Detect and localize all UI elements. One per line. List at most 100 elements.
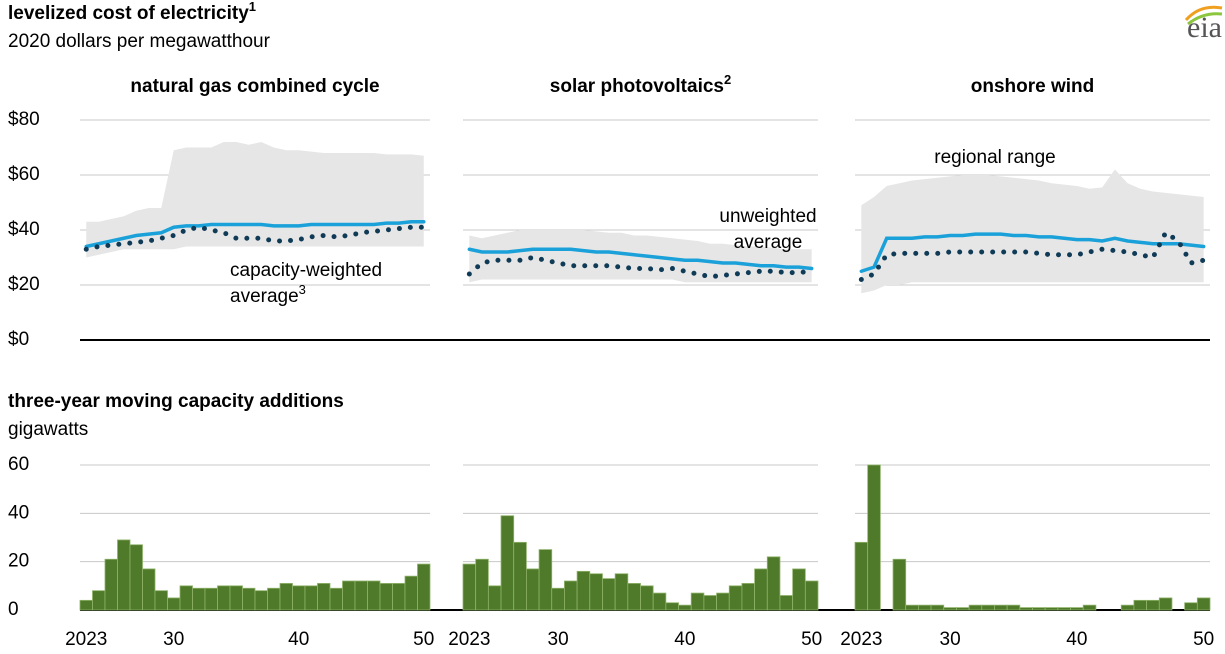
y-tick-label: $0 bbox=[8, 329, 29, 350]
bar bbox=[192, 587, 206, 611]
weighted-line bbox=[858, 229, 1207, 282]
bar bbox=[217, 585, 231, 611]
bar bbox=[854, 541, 869, 611]
bar bbox=[1184, 602, 1198, 611]
y-tick-label: 20 bbox=[8, 551, 29, 572]
range-band bbox=[861, 169, 1204, 294]
bar bbox=[104, 558, 118, 611]
bar bbox=[129, 544, 143, 611]
chart-title: levelized cost of electricity1 bbox=[8, 0, 256, 24]
bar bbox=[304, 585, 318, 611]
annotation-text: average bbox=[734, 232, 803, 253]
weighted-line bbox=[466, 254, 815, 280]
x-tick-label: 2023 bbox=[65, 629, 107, 650]
bar bbox=[142, 568, 156, 611]
bar bbox=[1196, 597, 1211, 611]
y-tick-label: $80 bbox=[8, 109, 40, 130]
y-tick-label: 0 bbox=[8, 599, 19, 620]
bar bbox=[956, 607, 970, 611]
bar bbox=[678, 604, 692, 611]
bar bbox=[462, 563, 477, 611]
x-tick-label: 50 bbox=[801, 629, 822, 650]
y-tick-label: 40 bbox=[8, 502, 29, 523]
bar bbox=[652, 592, 667, 611]
bar bbox=[766, 556, 781, 611]
bar bbox=[968, 604, 983, 611]
weighted-line bbox=[83, 224, 427, 252]
y-tick-label: $20 bbox=[8, 274, 40, 295]
bar bbox=[589, 573, 603, 611]
bar bbox=[892, 558, 907, 611]
average-line bbox=[84, 220, 426, 249]
bar bbox=[930, 604, 945, 611]
annotation-text: regional range bbox=[934, 147, 1055, 168]
bar bbox=[538, 549, 553, 611]
bar bbox=[728, 585, 743, 611]
bar bbox=[1120, 604, 1135, 611]
x-tick-label: 40 bbox=[1066, 629, 1087, 650]
bar bbox=[754, 568, 768, 611]
bar bbox=[994, 604, 1008, 611]
annotation: unweighted bbox=[719, 206, 816, 227]
bar bbox=[1006, 604, 1021, 611]
bar bbox=[576, 570, 591, 611]
bar bbox=[513, 541, 527, 611]
panel-title-text: solar photovoltaics bbox=[550, 76, 724, 97]
y-tick-label: $60 bbox=[8, 164, 40, 185]
section-title: three-year moving capacity additions bbox=[8, 391, 344, 412]
panel-title: natural gas combined cycle bbox=[130, 76, 379, 97]
panel-title: solar photovoltaics2 bbox=[550, 72, 731, 97]
bar bbox=[665, 602, 679, 611]
bar bbox=[867, 464, 881, 611]
x-tick-label: 30 bbox=[163, 629, 184, 650]
bar bbox=[342, 580, 356, 611]
bar bbox=[703, 595, 717, 611]
bar bbox=[525, 568, 540, 611]
x-tick-label: 30 bbox=[548, 629, 569, 650]
footnote-mark: 2 bbox=[724, 72, 731, 87]
bar bbox=[354, 580, 368, 611]
subtitle: 2020 dollars per megawatthour bbox=[8, 31, 271, 52]
panel-title-text: natural gas combined cycle bbox=[130, 76, 379, 97]
y-tick-label: $40 bbox=[8, 219, 40, 240]
bar bbox=[1146, 599, 1160, 611]
x-tick-label: 40 bbox=[288, 629, 309, 650]
bar bbox=[1057, 607, 1071, 611]
bar bbox=[267, 587, 281, 611]
annotation: average3 bbox=[230, 282, 306, 307]
bar bbox=[167, 597, 181, 611]
x-tick-label: 50 bbox=[1193, 629, 1214, 650]
bar bbox=[392, 583, 406, 611]
annotation-text: average bbox=[230, 286, 299, 307]
bar bbox=[1133, 599, 1148, 611]
bar bbox=[1032, 607, 1046, 611]
section-subtitle: gigawatts bbox=[8, 419, 88, 440]
annotation: capacity-weighted bbox=[230, 260, 382, 281]
bar bbox=[564, 580, 578, 611]
footnote-mark: 1 bbox=[249, 0, 256, 14]
bar bbox=[690, 592, 705, 611]
bar bbox=[404, 575, 418, 611]
x-tick-label: 40 bbox=[674, 629, 695, 650]
bar bbox=[117, 539, 131, 611]
panel-title: onshore wind bbox=[971, 76, 1095, 97]
bar bbox=[1019, 607, 1033, 611]
annotation: average bbox=[734, 232, 803, 253]
annotation-text: capacity-weighted bbox=[230, 260, 382, 281]
bar bbox=[1082, 604, 1097, 611]
bar bbox=[367, 580, 381, 611]
panel-title-text: onshore wind bbox=[971, 76, 1095, 97]
footnote-mark: 3 bbox=[299, 282, 306, 297]
bar bbox=[551, 587, 565, 611]
bar bbox=[242, 587, 256, 611]
bar bbox=[741, 583, 756, 611]
x-tick-label: 2023 bbox=[840, 629, 882, 650]
average-line bbox=[859, 232, 1206, 273]
bar bbox=[1044, 607, 1059, 611]
bar bbox=[379, 583, 393, 611]
bar bbox=[317, 583, 331, 611]
bar bbox=[292, 585, 306, 611]
bar bbox=[614, 573, 629, 611]
x-tick-label: 50 bbox=[413, 629, 434, 650]
